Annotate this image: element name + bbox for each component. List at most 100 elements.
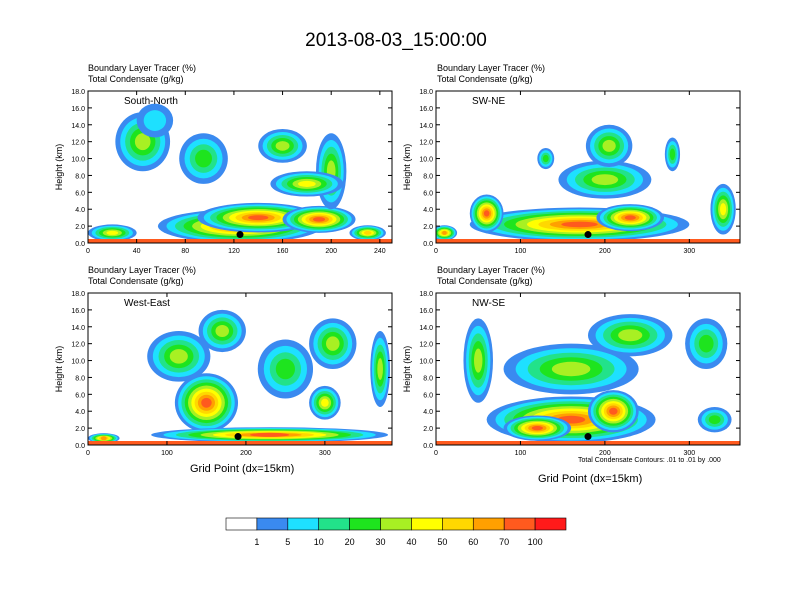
terrain-band xyxy=(436,441,740,445)
colorbar-swatch xyxy=(225,517,258,531)
location-marker xyxy=(236,231,244,239)
y-tick-label: 2.0 xyxy=(75,426,85,433)
colorbar-label: 5 xyxy=(285,537,291,547)
tracer-contour-fill xyxy=(195,149,212,168)
tracer-contour-fill xyxy=(248,215,269,221)
x-tick-label: 0 xyxy=(86,248,90,255)
panel-title-line: Boundary Layer Tracer (%) xyxy=(88,265,197,275)
y-tick-label: 4.0 xyxy=(75,409,85,416)
colorbar-swatch xyxy=(472,517,505,531)
y-tick-label: 16.0 xyxy=(419,106,433,113)
y-tick-label: 14.0 xyxy=(71,325,85,332)
y-tick-label: 16.0 xyxy=(419,308,433,315)
y-tick-label: 10.0 xyxy=(71,359,85,366)
tracer-contour-fill xyxy=(669,148,676,161)
colorbar-swatch xyxy=(287,517,320,531)
plot-frame xyxy=(435,90,741,244)
y-tick-label: 14.0 xyxy=(419,123,433,130)
panel-title-west-east: Boundary Layer Tracer (%) Total Condensa… xyxy=(88,265,196,287)
location-marker xyxy=(584,433,592,441)
terrain-band xyxy=(88,239,392,243)
y-tick-label: 0.0 xyxy=(75,241,85,248)
y-tick-label: 0.0 xyxy=(423,443,433,450)
tracer-contour-fill xyxy=(698,334,714,353)
colorbar-swatch xyxy=(349,517,381,531)
y-axis-label: Height (km) xyxy=(402,144,412,191)
tracer-field xyxy=(88,103,392,243)
colorbar-label: 40 xyxy=(406,537,417,547)
y-tick-label: 12.0 xyxy=(419,140,433,147)
y-tick-label: 0.0 xyxy=(423,241,433,248)
tracer-contour-fill xyxy=(321,398,329,407)
tracer-field xyxy=(88,309,392,445)
y-tick-label: 0.0 xyxy=(75,443,85,450)
colorbar-label: 1 xyxy=(254,537,260,547)
panel-title-sw-ne: Boundary Layer Tracer (%) Total Condensa… xyxy=(437,63,545,85)
y-tick-label: 14.0 xyxy=(419,325,433,332)
colorbar-label: 10 xyxy=(313,537,324,547)
panel-west-east: 0.0 2.0 4.0 6.0 8.0 10.0 12.0 14.0 16.0 18.0 0 100 2… xyxy=(54,291,393,457)
y-tick-label: 12.0 xyxy=(71,342,85,349)
y-tick-label: 12.0 xyxy=(419,342,433,349)
plot-frame xyxy=(435,292,741,446)
tracer-contour-fill xyxy=(249,432,290,437)
y-tick-label: 12.0 xyxy=(71,140,85,147)
panel-title-nw-se: Boundary Layer Tracer (%) Total Condensa… xyxy=(437,265,545,287)
y-axis-label: Height (km) xyxy=(402,346,412,393)
y-tick-label: 6.0 xyxy=(423,190,433,197)
colorbar-label: 50 xyxy=(437,537,448,547)
plot-frame xyxy=(87,90,393,244)
y-tick-label: 6.0 xyxy=(423,392,433,399)
tracer-contour-fill xyxy=(134,133,151,151)
tracer-contour-fill xyxy=(602,139,616,152)
x-tick-label: 100 xyxy=(515,450,527,457)
colorbar-swatch xyxy=(380,517,412,531)
y-tick-label: 10.0 xyxy=(71,157,85,164)
x-tick-label: 0 xyxy=(86,450,90,457)
y-tick-label: 6.0 xyxy=(75,190,85,197)
colorbar-swatch xyxy=(503,517,536,531)
tracer-contour-fill xyxy=(442,230,447,235)
x-axis-title-left: Grid Point (dx=15km) xyxy=(190,463,295,475)
panel-title-line: Total Condensate (g/kg) xyxy=(437,276,533,286)
tracer-contour-fill xyxy=(624,215,636,220)
y-tick-label: 2.0 xyxy=(75,224,85,231)
y-tick-label: 10.0 xyxy=(419,359,433,366)
y-tick-label: 16.0 xyxy=(71,308,85,315)
panel-title-line: Total Condensate (g/kg) xyxy=(437,74,533,84)
tracer-contour-fill xyxy=(100,436,107,441)
tracer-contour-fill xyxy=(483,210,490,217)
y-axis-label: Height (km) xyxy=(54,346,64,393)
x-tick-label: 200 xyxy=(599,248,611,255)
y-tick-label: 2.0 xyxy=(423,426,433,433)
y-tick-label: 6.0 xyxy=(75,392,85,399)
x-tick-label: 200 xyxy=(325,248,337,255)
tracer-contour-fill xyxy=(377,358,383,380)
panel-title-south-north: Boundary Layer Tracer (%) Total Condensa… xyxy=(88,63,196,85)
tracer-contour-fill xyxy=(326,336,340,351)
x-tick-label: 200 xyxy=(599,450,611,457)
y-tick-label: 8.0 xyxy=(75,173,85,180)
x-tick-label: 80 xyxy=(181,248,189,255)
y-tick-label: 4.0 xyxy=(423,207,433,214)
colorbar-swatch xyxy=(534,517,567,531)
terrain-band xyxy=(436,239,740,243)
colorbar-label: 30 xyxy=(375,537,386,547)
tracer-contour-fill xyxy=(561,221,598,228)
y-tick-label: 8.0 xyxy=(75,375,85,382)
colorbar-swatch xyxy=(411,517,443,531)
x-tick-label: 200 xyxy=(240,450,252,457)
panel-south-north: 0.0 2.0 4.0 6.0 8.0 10.0 12.0 14.0 16.0 18.0 0 40 80… xyxy=(54,89,393,255)
colorbar-label: 70 xyxy=(499,537,510,547)
colorbar-label: 60 xyxy=(468,537,479,547)
tracer-field xyxy=(436,124,740,243)
y-tick-label: 8.0 xyxy=(423,173,433,180)
tracer-contour-fill xyxy=(720,203,727,216)
colorbar-swatch xyxy=(318,517,350,531)
tracer-contour-fill xyxy=(708,415,721,425)
x-tick-label: 300 xyxy=(683,248,695,255)
x-tick-label: 100 xyxy=(515,248,527,255)
tracer-contour-fill xyxy=(215,324,230,338)
